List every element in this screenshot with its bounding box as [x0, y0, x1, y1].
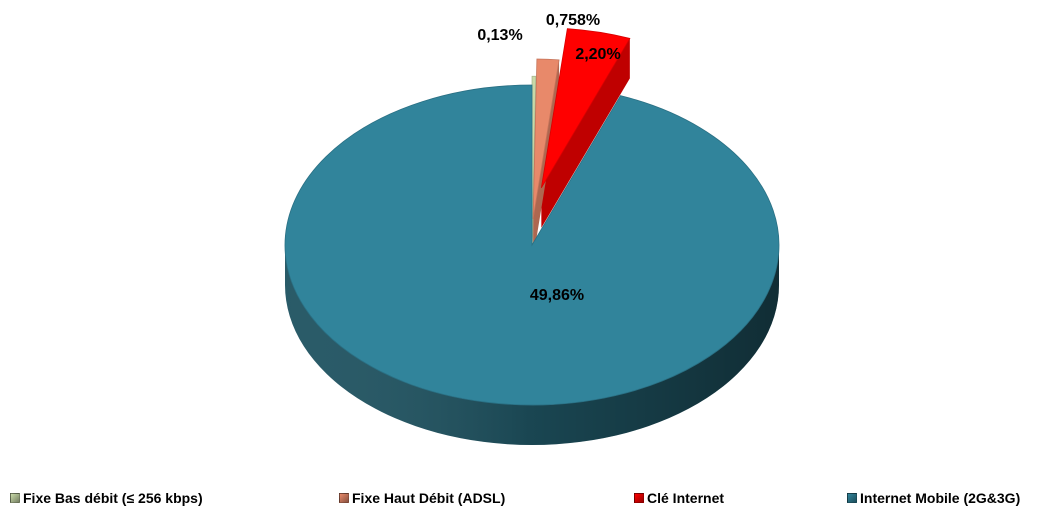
data-label-0: 0,13% — [477, 27, 522, 44]
data-label-1: 0,758% — [546, 12, 600, 29]
pie-slice-0 — [531, 75, 537, 237]
legend-label-2: Clé Internet — [647, 490, 725, 506]
legend-item-2: Clé Internet — [634, 490, 724, 506]
legend-swatch-2 — [634, 493, 644, 503]
legend-swatch-3 — [847, 493, 857, 503]
pie-slice-side-shade-3 — [285, 245, 779, 445]
pie-slice-1 — [532, 58, 560, 220]
legend-label-3: Internet Mobile (2G&3G) — [860, 490, 1021, 506]
legend-item-3: Internet Mobile (2G&3G) — [847, 490, 1020, 506]
data-label-2: 2,20% — [575, 46, 620, 63]
legend-swatch-1 — [339, 493, 349, 503]
data-label-3: 49,86% — [530, 287, 584, 304]
pie-slice-3 — [284, 84, 780, 406]
legend-label-1: Fixe Haut Débit (ADSL) — [352, 490, 506, 506]
pie-slice-2 — [540, 28, 631, 189]
legend-label-0: Fixe Bas débit (≤ 256 kbps) — [23, 490, 203, 506]
pie-chart-canvas: 0,13% 0,758% 2,20% 49,86% — [284, 12, 780, 445]
legend-item-0: Fixe Bas débit (≤ 256 kbps) — [10, 490, 203, 506]
chart-legend: Fixe Bas débit (≤ 256 kbps) Fixe Haut Déb… — [0, 490, 1064, 510]
legend-swatch-0 — [10, 493, 20, 503]
legend-item-1: Fixe Haut Débit (ADSL) — [339, 490, 505, 506]
pie-slice-cut-2 — [541, 38, 630, 228]
